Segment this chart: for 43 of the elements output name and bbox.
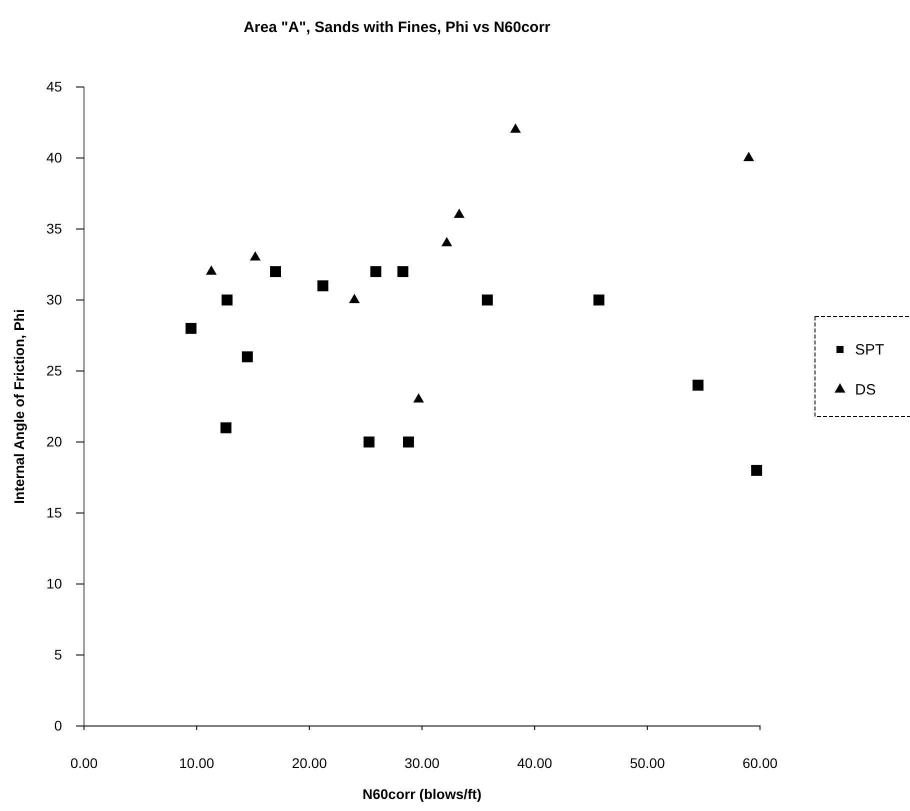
point <box>349 294 360 304</box>
point <box>370 266 382 278</box>
x-tick-label: 10.00 <box>179 754 214 771</box>
point <box>403 436 414 448</box>
point <box>692 380 704 391</box>
y-tick-label: 25 <box>46 362 62 378</box>
x-tick-label: 20.00 <box>292 754 328 771</box>
point <box>593 294 604 306</box>
y-tick-label: 20 <box>46 433 62 450</box>
point <box>510 123 521 133</box>
point <box>441 236 452 246</box>
y-tick-label: 15 <box>46 504 62 520</box>
point <box>482 294 493 306</box>
legend-label: SPT <box>855 342 884 358</box>
y-tick-label: 10 <box>46 575 62 592</box>
point <box>364 436 375 448</box>
point <box>242 351 253 362</box>
point <box>270 266 282 278</box>
y-tick-label: 35 <box>46 220 62 236</box>
x-axis-title: N60corr (blows/ft) <box>362 786 482 802</box>
point <box>186 322 197 334</box>
point <box>743 152 754 162</box>
point <box>317 280 328 292</box>
x-tick-label: 30.00 <box>404 754 440 771</box>
point <box>397 266 408 278</box>
point <box>454 208 465 218</box>
y-tick-label: 40 <box>46 149 62 166</box>
y-tick-label: 30 <box>46 291 62 308</box>
y-tick-label: 5 <box>54 646 62 662</box>
x-tick-label: 40.00 <box>517 754 552 771</box>
y-tick-label: 45 <box>46 78 62 94</box>
point <box>250 251 261 260</box>
x-tick-label: 60.00 <box>742 754 778 771</box>
x-tick-label: 0.00 <box>70 754 98 771</box>
x-tick-label: 50.00 <box>630 754 666 771</box>
point <box>206 265 217 275</box>
point <box>220 422 232 434</box>
legend-label: DS <box>855 382 876 398</box>
y-axis-title: Internal Angle of Friction, Phi <box>11 309 27 504</box>
point <box>222 294 233 306</box>
chart-title: Area "A", Sands with Fines, Phi vs N60corr <box>244 19 551 36</box>
y-tick-label: 0 <box>54 717 62 734</box>
point <box>751 464 762 476</box>
